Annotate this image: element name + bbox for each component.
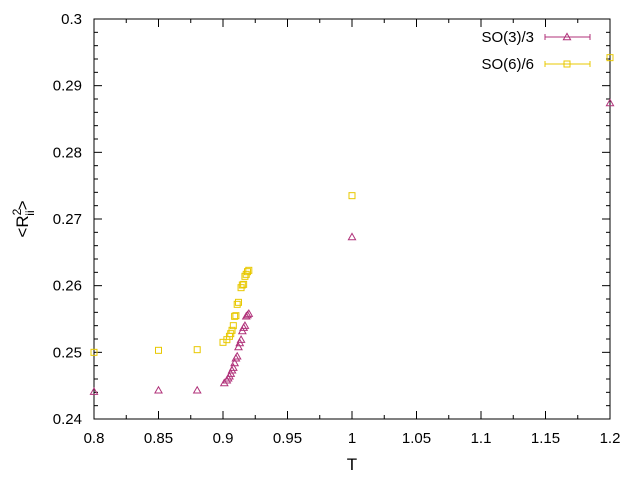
legend-label: SO(3)/3 <box>481 29 534 46</box>
y-tick-label: 0.25 <box>53 344 82 361</box>
data-point <box>234 342 243 351</box>
x-tick-label: 0.85 <box>144 430 173 447</box>
x-tick-label: 0.9 <box>213 430 234 447</box>
plot-frame <box>93 18 611 420</box>
data-point <box>90 348 98 356</box>
y-axis-label-base: <R <box>13 215 32 237</box>
axis-ticks <box>93 18 611 420</box>
data-point <box>348 192 356 200</box>
data-point <box>230 358 240 367</box>
data-point <box>236 335 246 343</box>
data-point <box>193 346 201 354</box>
y-tick-label: 0.24 <box>53 411 82 428</box>
y-tick-label: 0.28 <box>53 144 82 161</box>
data-point <box>89 387 99 395</box>
data-point <box>347 232 357 241</box>
y-axis-label-close: > <box>13 200 32 210</box>
data-point <box>232 312 240 320</box>
data-point <box>229 322 237 330</box>
data-point <box>605 98 615 107</box>
data-point <box>238 281 246 289</box>
data-point <box>228 326 236 334</box>
x-tick-label: 0.8 <box>84 430 105 447</box>
legend: SO(3)/3 SO(6)/6 <box>481 29 591 73</box>
data-point <box>244 268 252 276</box>
data-point <box>240 280 248 288</box>
data-point <box>245 266 253 274</box>
x-tick-label: 1.05 <box>402 430 431 447</box>
data-point <box>154 385 163 394</box>
x-tick-label: 1.2 <box>600 430 621 447</box>
data-point <box>231 312 239 320</box>
data-point <box>240 321 250 329</box>
data-point <box>233 300 241 308</box>
data-point <box>192 385 202 394</box>
legend-marker <box>563 60 571 68</box>
data-point <box>606 54 614 62</box>
y-axis-label-superscript: 2 <box>10 208 24 215</box>
y-tick-label: 0.3 <box>61 11 82 28</box>
data-point <box>228 363 238 371</box>
y-tick-label: 0.27 <box>53 211 82 228</box>
y-tick-label: 0.29 <box>53 78 82 95</box>
y-tick-label: 0.26 <box>53 278 82 295</box>
tick-labels: 0.8 0.85 0.9 0.95 1 1.05 1.1 1.15 1.2 0.24 0.25 0.2… <box>53 11 621 447</box>
series-1 <box>89 98 615 395</box>
y-axis-label: <R2ii> <box>10 200 37 237</box>
series-2 <box>90 54 614 356</box>
data-point <box>244 309 254 317</box>
x-tick-label: 1 <box>348 430 356 447</box>
data-point <box>155 346 162 354</box>
data-point <box>232 351 242 360</box>
y-axis-label-subscript: ii <box>23 210 37 215</box>
x-tick-label: 1.1 <box>471 430 492 447</box>
x-tick-label: 1.15 <box>531 430 560 447</box>
legend-label: SO(6)/6 <box>481 56 534 73</box>
x-axis-label: T <box>347 455 357 474</box>
legend-marker <box>562 32 572 41</box>
x-tick-label: 0.95 <box>273 430 302 447</box>
data-point <box>234 298 242 306</box>
data-series <box>89 54 615 395</box>
